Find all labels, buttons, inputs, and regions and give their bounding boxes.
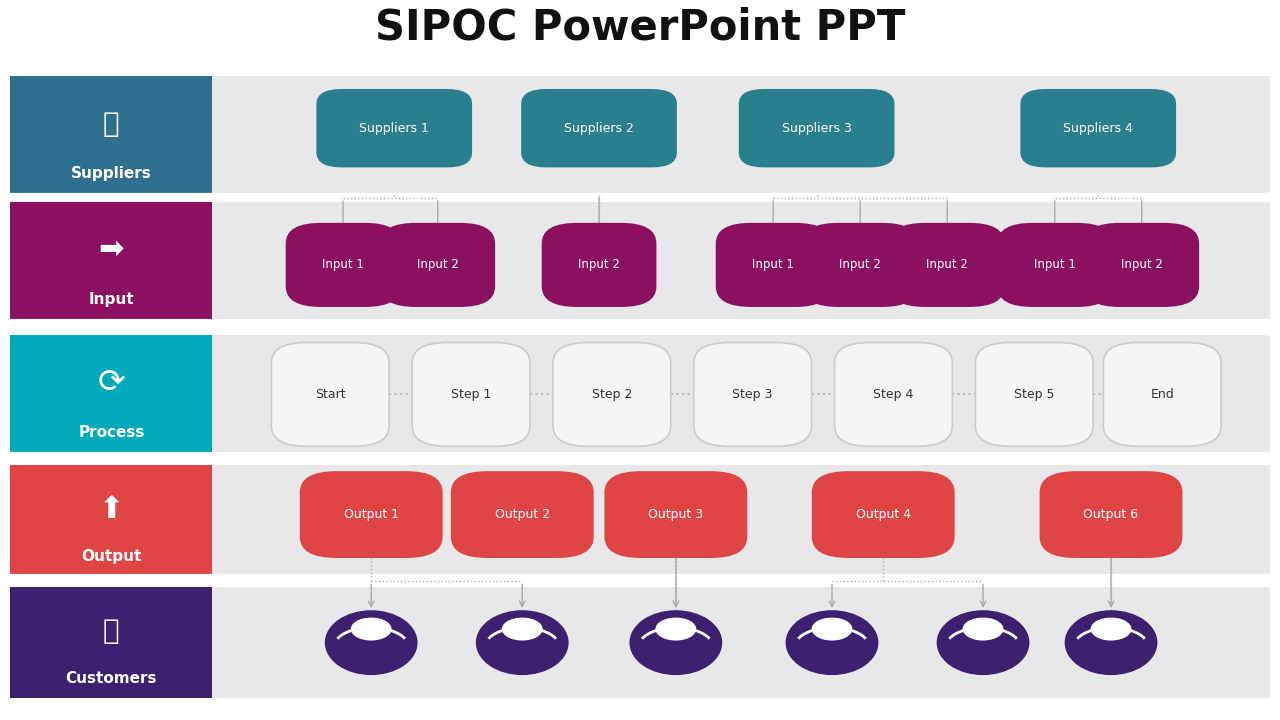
FancyBboxPatch shape [1041,472,1181,557]
Text: Output 6: Output 6 [1083,508,1139,521]
Text: Step 2: Step 2 [591,388,632,401]
FancyBboxPatch shape [317,90,471,166]
Text: Output 1: Output 1 [343,508,399,521]
Text: Step 5: Step 5 [1014,388,1055,401]
Text: ⬆: ⬆ [99,495,124,523]
Circle shape [502,618,543,641]
Ellipse shape [325,611,417,675]
Ellipse shape [630,611,722,675]
Text: Input 2: Input 2 [417,258,458,271]
FancyBboxPatch shape [301,472,442,557]
Text: Input 2: Input 2 [840,258,881,271]
FancyBboxPatch shape [543,224,655,306]
FancyBboxPatch shape [10,335,212,454]
FancyBboxPatch shape [1103,343,1221,446]
Text: Input 2: Input 2 [579,258,620,271]
FancyBboxPatch shape [1085,224,1198,306]
FancyBboxPatch shape [10,76,212,194]
FancyBboxPatch shape [717,224,829,306]
FancyBboxPatch shape [10,464,1270,576]
Ellipse shape [476,611,568,675]
FancyBboxPatch shape [804,224,916,306]
Ellipse shape [1065,611,1157,675]
Text: Input 1: Input 1 [323,258,364,271]
Text: 👥: 👥 [104,618,119,646]
Text: Suppliers 4: Suppliers 4 [1064,122,1133,135]
FancyBboxPatch shape [271,343,389,446]
FancyBboxPatch shape [891,224,1004,306]
Circle shape [351,618,392,641]
FancyBboxPatch shape [381,224,494,306]
Circle shape [963,618,1004,641]
Text: Input 1: Input 1 [1034,258,1075,271]
FancyBboxPatch shape [553,343,671,446]
Text: Step 1: Step 1 [451,388,492,401]
Text: Input 2: Input 2 [927,258,968,271]
Ellipse shape [786,611,878,675]
Text: Output: Output [81,549,142,564]
FancyBboxPatch shape [1021,90,1175,166]
Text: Input: Input [88,292,134,307]
Text: Output 2: Output 2 [494,508,550,521]
Text: Input 2: Input 2 [1121,258,1162,271]
Text: Input 1: Input 1 [753,258,794,271]
Text: SIPOC PowerPoint PPT: SIPOC PowerPoint PPT [375,6,905,48]
Ellipse shape [937,611,1029,675]
Circle shape [1091,618,1132,641]
FancyBboxPatch shape [10,202,212,320]
Circle shape [655,618,696,641]
FancyBboxPatch shape [10,464,212,576]
FancyBboxPatch shape [522,90,676,166]
FancyBboxPatch shape [10,335,1270,454]
FancyBboxPatch shape [10,76,1270,194]
FancyBboxPatch shape [605,472,746,557]
FancyBboxPatch shape [10,587,1270,698]
Text: Suppliers: Suppliers [70,166,152,181]
FancyBboxPatch shape [10,587,212,698]
Text: Output 3: Output 3 [648,508,704,521]
FancyBboxPatch shape [412,343,530,446]
Text: Process: Process [78,425,145,440]
Text: Suppliers 2: Suppliers 2 [564,122,634,135]
Text: ⟳: ⟳ [97,366,125,399]
FancyBboxPatch shape [452,472,593,557]
Text: Suppliers 1: Suppliers 1 [360,122,429,135]
Text: End: End [1151,388,1174,401]
FancyBboxPatch shape [740,90,893,166]
FancyBboxPatch shape [694,343,812,446]
FancyBboxPatch shape [813,472,954,557]
FancyBboxPatch shape [287,224,399,306]
Text: Suppliers 3: Suppliers 3 [782,122,851,135]
FancyBboxPatch shape [998,224,1111,306]
Text: Step 3: Step 3 [732,388,773,401]
Text: Step 4: Step 4 [873,388,914,401]
Text: Customers: Customers [65,671,157,686]
Text: Output 4: Output 4 [855,508,911,521]
Circle shape [812,618,852,641]
Text: ➡: ➡ [99,235,124,264]
FancyBboxPatch shape [975,343,1093,446]
FancyBboxPatch shape [835,343,952,446]
Text: 🧑: 🧑 [104,109,119,138]
FancyBboxPatch shape [10,202,1270,320]
Text: Start: Start [315,388,346,401]
